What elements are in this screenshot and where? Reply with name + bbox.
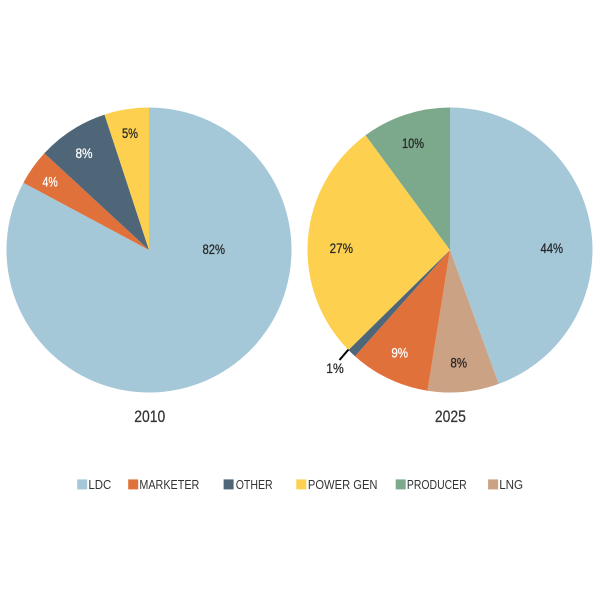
svg-text:2010: 2010 bbox=[134, 407, 165, 426]
svg-text:8%: 8% bbox=[450, 355, 467, 370]
svg-text:POWER GEN: POWER GEN bbox=[308, 477, 378, 492]
svg-text:5%: 5% bbox=[122, 126, 138, 141]
svg-text:27%: 27% bbox=[330, 241, 353, 256]
svg-text:LNG: LNG bbox=[499, 477, 523, 492]
svg-text:82%: 82% bbox=[203, 242, 226, 257]
svg-text:MARKETER: MARKETER bbox=[139, 477, 199, 492]
svg-text:OTHER: OTHER bbox=[236, 477, 273, 492]
svg-text:LDC: LDC bbox=[88, 477, 111, 492]
svg-text:8%: 8% bbox=[75, 146, 92, 161]
svg-text:10%: 10% bbox=[402, 136, 424, 151]
svg-text:2025: 2025 bbox=[435, 407, 466, 426]
svg-text:9%: 9% bbox=[391, 345, 408, 360]
svg-text:PRODUCER: PRODUCER bbox=[407, 477, 467, 492]
svg-text:44%: 44% bbox=[541, 241, 564, 256]
svg-text:4%: 4% bbox=[43, 175, 58, 190]
svg-text:1%: 1% bbox=[326, 361, 344, 376]
